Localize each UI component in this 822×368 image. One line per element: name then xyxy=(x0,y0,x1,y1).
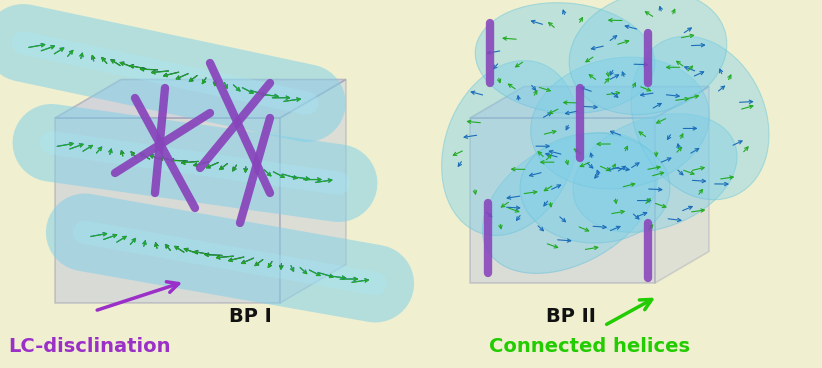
Ellipse shape xyxy=(441,61,579,236)
Polygon shape xyxy=(470,118,655,283)
Ellipse shape xyxy=(631,36,769,200)
Ellipse shape xyxy=(569,0,727,114)
Ellipse shape xyxy=(573,114,737,232)
Polygon shape xyxy=(55,118,280,303)
Text: BP I: BP I xyxy=(229,307,272,326)
Ellipse shape xyxy=(531,57,709,189)
Text: BP II: BP II xyxy=(547,307,596,326)
Text: Connected helices: Connected helices xyxy=(489,337,690,355)
Ellipse shape xyxy=(483,132,658,273)
Polygon shape xyxy=(655,86,709,283)
Polygon shape xyxy=(280,79,346,303)
Text: LC-disclination: LC-disclination xyxy=(8,337,171,355)
Ellipse shape xyxy=(475,3,655,113)
Polygon shape xyxy=(55,79,346,118)
Ellipse shape xyxy=(520,133,670,243)
Polygon shape xyxy=(470,86,709,118)
